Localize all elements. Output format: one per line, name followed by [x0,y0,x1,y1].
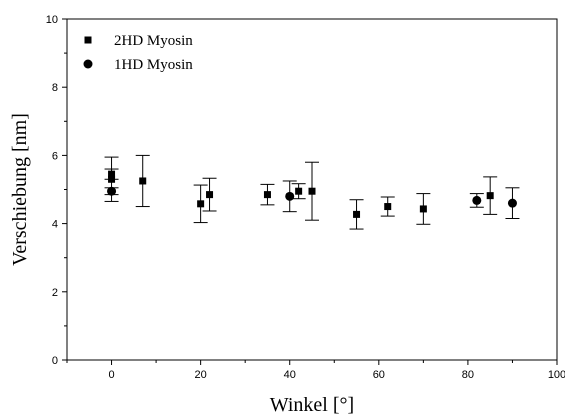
y-tick-label: 8 [52,82,58,94]
data-point-square [353,210,361,218]
tick-labels: 0 20 40 60 80 100 0 2 4 6 8 10 [46,14,565,381]
axis-ticks [62,18,558,365]
data-point-square [295,187,303,195]
x-tick-label: 20 [195,369,207,381]
series-2hd-myosin [104,154,498,230]
data-point-square [197,200,205,208]
x-tick-label: 80 [462,369,474,381]
y-tick-label: 6 [52,150,58,162]
data-point-square [384,203,392,211]
x-tick-label: 60 [373,369,385,381]
data-point-square [486,192,494,200]
legend: 2HD Myosin 1HD Myosin [83,33,193,73]
y-axis-title: Verschiebung [nm] [9,113,31,266]
data-point-circle [285,191,295,201]
legend-marker-square [84,36,92,44]
x-tick-label: 40 [284,369,296,381]
data-point-circle [507,198,517,208]
y-tick-label: 4 [52,219,58,231]
data-point-square [263,191,271,199]
legend-label: 1HD Myosin [114,57,193,73]
x-tick-label: 0 [108,369,114,381]
legend-label: 2HD Myosin [114,33,193,49]
data-point-square [206,191,214,199]
x-tick-label: 100 [548,369,565,381]
data-point-square [139,177,147,185]
y-tick-label: 10 [46,14,58,26]
data-point-square [419,205,427,213]
y-tick-label: 2 [52,287,58,299]
legend-marker-circle [83,59,93,69]
data-point-circle [472,195,482,205]
data-point-square [308,187,316,195]
data-point-square [108,170,116,178]
series-1hd-myosin [104,180,520,219]
data-point-circle [107,186,117,196]
plot-marks [104,154,520,230]
y-tick-label: 0 [52,355,58,367]
x-axis-title: Winkel [°] [270,394,354,414]
